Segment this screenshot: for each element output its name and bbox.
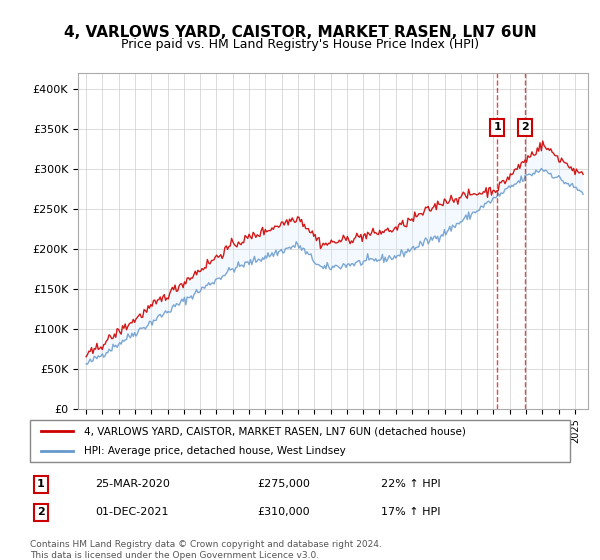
Text: £275,000: £275,000: [257, 479, 310, 489]
FancyBboxPatch shape: [30, 420, 570, 462]
Text: Price paid vs. HM Land Registry's House Price Index (HPI): Price paid vs. HM Land Registry's House …: [121, 38, 479, 51]
Text: 22% ↑ HPI: 22% ↑ HPI: [381, 479, 440, 489]
Text: 25-MAR-2020: 25-MAR-2020: [95, 479, 170, 489]
Text: 01-DEC-2021: 01-DEC-2021: [95, 507, 168, 517]
Text: 4, VARLOWS YARD, CAISTOR, MARKET RASEN, LN7 6UN (detached house): 4, VARLOWS YARD, CAISTOR, MARKET RASEN, …: [84, 426, 466, 436]
Text: 2: 2: [37, 507, 44, 517]
Text: 17% ↑ HPI: 17% ↑ HPI: [381, 507, 440, 517]
Text: HPI: Average price, detached house, West Lindsey: HPI: Average price, detached house, West…: [84, 446, 346, 456]
Text: £310,000: £310,000: [257, 507, 310, 517]
Text: 1: 1: [493, 122, 501, 132]
Text: Contains HM Land Registry data © Crown copyright and database right 2024.
This d: Contains HM Land Registry data © Crown c…: [30, 540, 382, 560]
Text: 1: 1: [37, 479, 44, 489]
Text: 4, VARLOWS YARD, CAISTOR, MARKET RASEN, LN7 6UN: 4, VARLOWS YARD, CAISTOR, MARKET RASEN, …: [64, 25, 536, 40]
Text: 2: 2: [521, 122, 529, 132]
